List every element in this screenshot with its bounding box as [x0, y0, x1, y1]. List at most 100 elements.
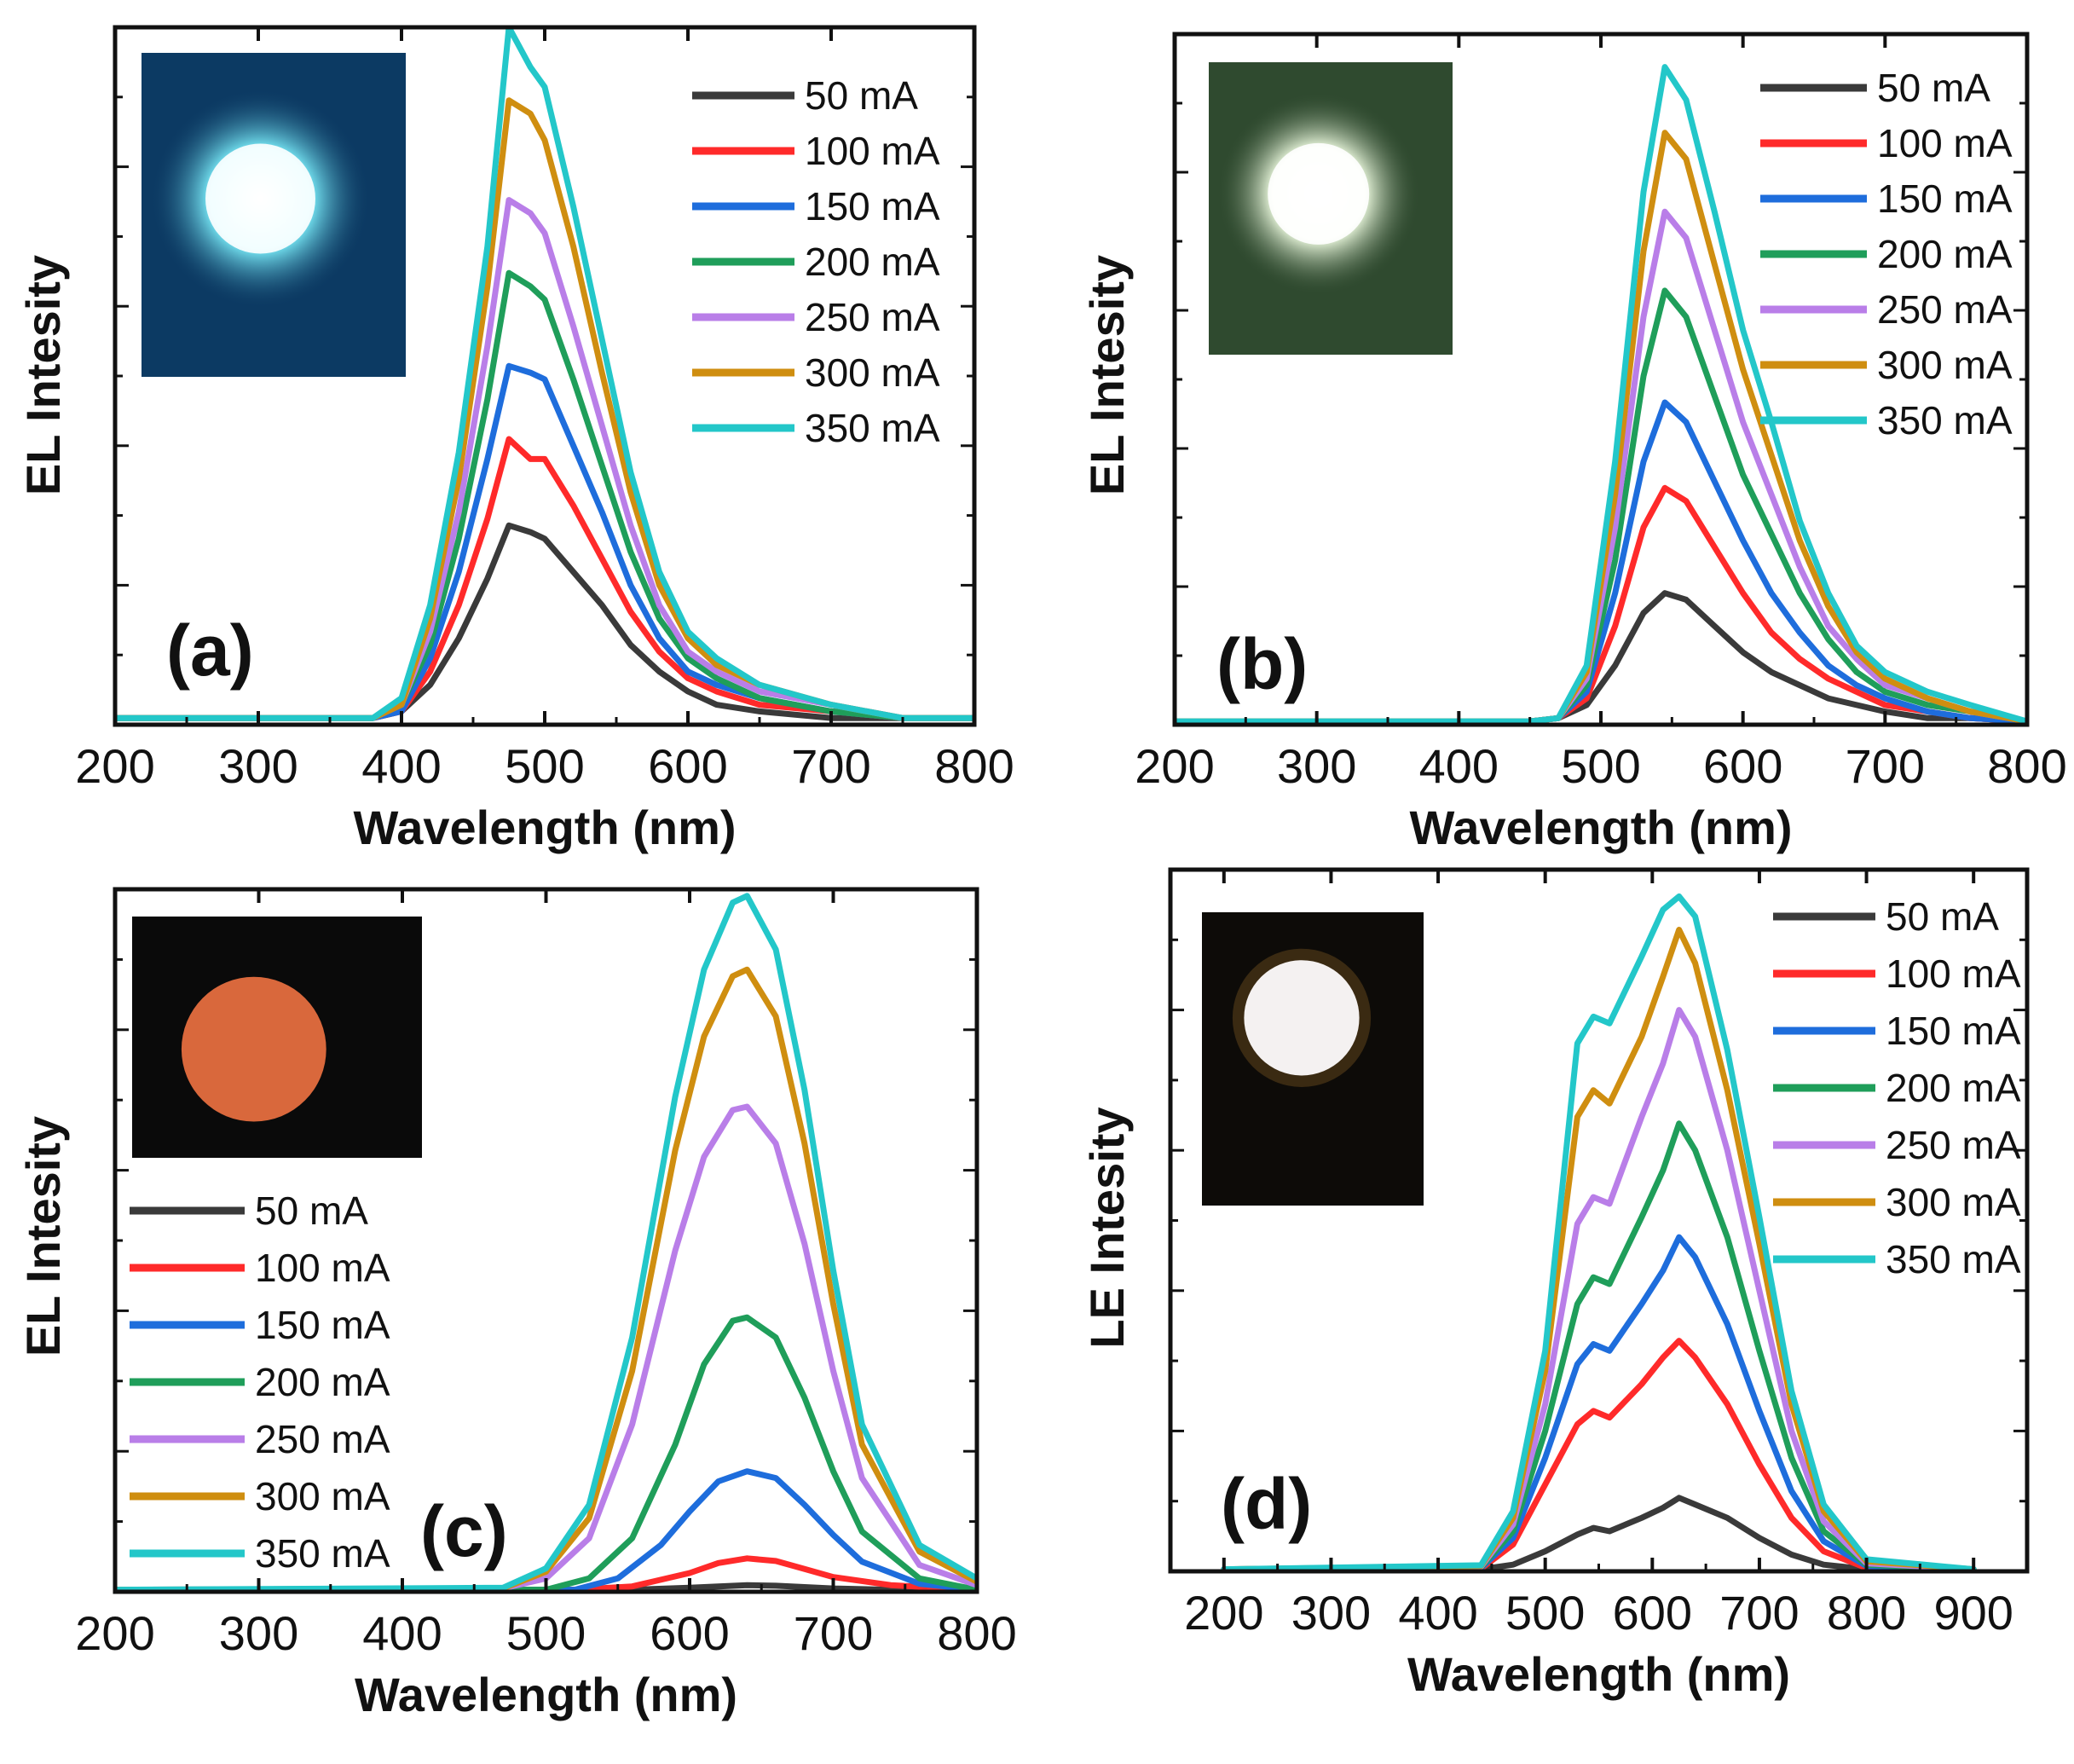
x-tick-label-a: 400 — [361, 739, 441, 793]
legend-label-a: 50 mA — [805, 73, 918, 118]
legend-label-a: 300 mA — [805, 350, 940, 395]
series-line-c-300-ma — [115, 966, 977, 1592]
x-tick-label-a: 800 — [934, 739, 1014, 793]
series-line-d-100-ma — [1221, 1338, 1977, 1571]
legend-label-c: 50 mA — [255, 1189, 368, 1233]
series-line-b-350-ma — [1175, 64, 2027, 725]
legend-label-b: 200 mA — [1877, 232, 2013, 276]
legend-label-d: 150 mA — [1886, 1009, 2021, 1053]
series-line-b-100-ma — [1175, 484, 2027, 725]
x-tick-label-b: 600 — [1703, 739, 1782, 793]
legend-label-b: 150 mA — [1877, 176, 2013, 221]
legend-c: 50 mA 100 mA 150 mA 200 mA 250 mA 300 mA 350 m… — [130, 1189, 390, 1576]
x-tick-label-c: 200 — [75, 1606, 154, 1660]
x-tick-label-d: 400 — [1398, 1586, 1477, 1640]
x-tick-label-c: 400 — [362, 1606, 442, 1660]
y-axis-title-a: EL Intesity — [16, 255, 70, 495]
chart-panel-d: 200 300 400 500 600 700 800 900 Wavelength (nm) L… — [1080, 867, 2030, 1701]
legend-label-b: 350 mA — [1877, 398, 2013, 442]
series-line-b-50-ma — [1175, 590, 2027, 725]
panel-label-b: (b) — [1216, 624, 1308, 704]
legend-label-c: 100 mA — [255, 1246, 390, 1290]
x-tick-label-b: 300 — [1277, 739, 1356, 793]
panel-label-c: (c) — [420, 1491, 508, 1571]
legend-label-b: 50 mA — [1877, 66, 1990, 110]
panel-label-d: (d) — [1221, 1464, 1312, 1544]
legend-label-a: 350 mA — [805, 406, 940, 450]
legend-label-b: 100 mA — [1877, 121, 2013, 165]
x-tick-label-a: 500 — [505, 739, 584, 793]
series-line-a-200-ma — [115, 269, 974, 721]
y-axis-title-d: LE Intesity — [1080, 1107, 1134, 1348]
red-led-photo — [132, 917, 422, 1158]
legend-label-c: 150 mA — [255, 1303, 390, 1347]
legend-label-a: 150 mA — [805, 184, 940, 228]
chart-panel-a: 200 300 400 500 600 700 800 Wavelength (nm) EL I… — [16, 25, 1014, 854]
x-tick-label-d: 800 — [1827, 1586, 1906, 1640]
x-tick-label-a: 600 — [648, 739, 727, 793]
chart-panel-b: 200 300 400 500 600 700 800 Wavelength (nm) EL I… — [1080, 32, 2067, 854]
series-line-a-350-ma — [115, 27, 974, 721]
x-tick-label-a: 200 — [75, 739, 154, 793]
x-tick-label-d: 600 — [1613, 1586, 1692, 1640]
legend-label-c: 200 mA — [255, 1360, 390, 1404]
legend-label-d: 300 mA — [1886, 1180, 2021, 1224]
series-line-a-100-ma — [115, 436, 974, 721]
x-tick-label-c: 500 — [506, 1606, 586, 1660]
series-line-d-150-ma — [1221, 1234, 1977, 1571]
x-tick-label-d: 500 — [1505, 1586, 1585, 1640]
legend-label-c: 300 mA — [255, 1474, 390, 1518]
green-led-photo — [1209, 62, 1453, 355]
series-line-c-100-ma — [115, 1555, 977, 1592]
x-axis-title-a: Wavelength (nm) — [353, 801, 736, 854]
x-tick-label-c: 800 — [937, 1606, 1016, 1660]
series-line-b-150-ma — [1175, 399, 2027, 725]
series-line-c-200-ma — [115, 1314, 977, 1592]
legend-d: 50 mA 100 mA 150 mA 200 mA 250 mA 300 mA 350 m… — [1773, 894, 2021, 1281]
x-axis-title-b: Wavelength (nm) — [1409, 801, 1792, 854]
x-tick-label-b: 700 — [1846, 739, 1925, 793]
y-axis-title-c: EL Intesity — [16, 1116, 70, 1356]
series-line-d-350-ma — [1221, 893, 1977, 1571]
series-line-d-200-ma — [1221, 1120, 1977, 1571]
x-tick-label-d: 700 — [1719, 1586, 1799, 1640]
legend-label-a: 250 mA — [805, 295, 940, 339]
panel-label-a: (a) — [166, 610, 254, 691]
legend-b: 50 mA 100 mA 150 mA 200 mA 250 mA 300 mA 350 m… — [1760, 66, 2013, 442]
x-tick-label-b: 200 — [1135, 739, 1214, 793]
x-tick-label-d: 900 — [1933, 1586, 2013, 1640]
chart-panel-c: 200 300 400 500 600 700 800 Wavelength (nm) EL I… — [16, 887, 1017, 1721]
x-tick-label-a: 300 — [218, 739, 298, 793]
series-line-d-300-ma — [1221, 927, 1977, 1571]
x-tick-label-b: 500 — [1561, 739, 1640, 793]
x-tick-label-d: 200 — [1184, 1586, 1263, 1640]
legend-label-d: 200 mA — [1886, 1066, 2021, 1110]
x-tick-label-c: 700 — [794, 1606, 873, 1660]
series-line-c-150-ma — [115, 1468, 977, 1592]
x-tick-label-b: 800 — [1987, 739, 2066, 793]
blue-led-photo — [142, 53, 406, 377]
legend-label-a: 200 mA — [805, 240, 940, 284]
series-line-c-250-ma — [115, 1103, 977, 1592]
legend-a: 50 mA 100 mA 150 mA 200 mA 250 mA 300 mA 350 m… — [692, 73, 940, 450]
series-line-d-50-ma — [1221, 1495, 1977, 1571]
legend-label-a: 100 mA — [805, 129, 940, 173]
legend-label-d: 250 mA — [1886, 1123, 2021, 1167]
x-tick-label-c: 300 — [219, 1606, 298, 1660]
legend-label-d: 350 mA — [1886, 1237, 2021, 1281]
legend-label-b: 250 mA — [1877, 287, 2013, 332]
x-tick-label-a: 700 — [791, 739, 870, 793]
series-line-a-50-ma — [115, 522, 974, 721]
legend-label-d: 50 mA — [1886, 894, 1999, 939]
white-led-photo — [1202, 912, 1424, 1206]
series-line-d-250-ma — [1221, 1007, 1977, 1571]
legend-label-b: 300 mA — [1877, 343, 2013, 387]
x-axis-title-d: Wavelength (nm) — [1407, 1647, 1790, 1701]
series-line-c-350-ma — [115, 893, 977, 1592]
legend-label-c: 250 mA — [255, 1417, 390, 1461]
x-tick-label-c: 600 — [650, 1606, 729, 1660]
x-tick-label-d: 300 — [1291, 1586, 1371, 1640]
y-axis-title-b: EL Intesity — [1080, 255, 1134, 495]
series-line-a-250-ma — [115, 197, 974, 721]
